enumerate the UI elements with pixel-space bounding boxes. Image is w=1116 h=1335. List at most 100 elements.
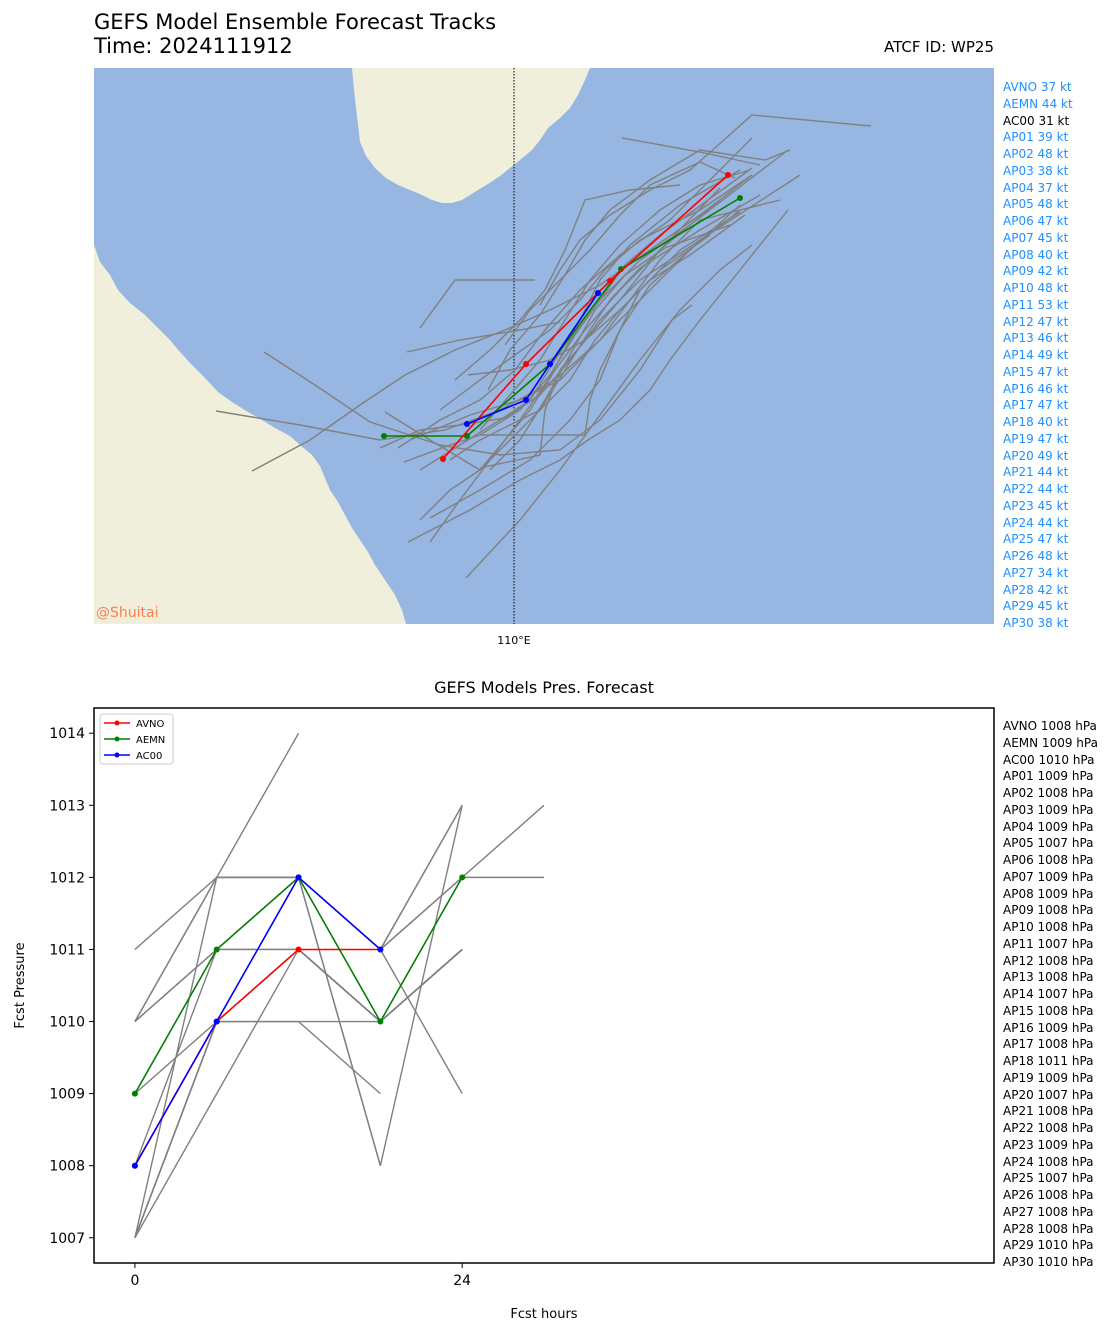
map-legend-item: AP25 47 kt — [1003, 532, 1069, 547]
pressure-legend-item: AP06 1008 hPa — [1003, 853, 1094, 867]
member-track — [384, 194, 761, 471]
member-track — [419, 279, 535, 329]
map-legend-item: AP13 46 kt — [1003, 331, 1069, 346]
map-legend-item: AP29 45 kt — [1003, 599, 1069, 614]
pressure-legend-item: AP15 1008 hPa — [1003, 1003, 1094, 1018]
member-pressure-line — [134, 948, 463, 1239]
member-pressure-line — [134, 948, 463, 1023]
member-pressure-line — [134, 804, 463, 1022]
pressure-chart: GEFS Models Pres. Forecast Fcst hours Fcst… — [13, 678, 995, 1322]
pressure-legend-item: AP17 1008 hPa — [1003, 1037, 1094, 1052]
pressure-legend-item: AP02 1008 hPa — [1003, 786, 1094, 800]
member-pressure-line — [134, 1020, 381, 1167]
member-track — [539, 114, 872, 306]
map-legend-item: AP22 44 kt — [1003, 482, 1069, 496]
aemn-pressure-line — [134, 876, 463, 1094]
y-tick-label: 1009 — [49, 1087, 85, 1103]
pressure-legend-item: AP05 1007 hPa — [1003, 836, 1094, 851]
ac00-pressure-point — [131, 1162, 138, 1169]
ac00-pressure-point — [295, 874, 302, 881]
member-track — [480, 204, 741, 436]
map-legend-item: AP04 37 kt — [1003, 180, 1069, 195]
member-track — [504, 161, 736, 346]
series-legend-marker — [114, 736, 120, 742]
ac00-pressure-point — [377, 946, 384, 953]
pressure-legend-item: AEMN 1009 hPa — [1003, 735, 1098, 750]
y-tick-label: 1008 — [49, 1159, 85, 1175]
member-track — [403, 167, 753, 463]
lon-110-label: 110°E — [497, 634, 530, 647]
series-legend-marker — [114, 752, 120, 758]
pressure-legend-item: AP09 1008 hPa — [1003, 903, 1094, 918]
pressure-legend-item: AP25 1007 hPa — [1003, 1171, 1094, 1186]
avno-track-point — [725, 172, 731, 178]
x-tick-label: 0 — [130, 1273, 139, 1289]
series-legend-label: AVNO — [136, 719, 165, 730]
map-legend-item: AEMN 44 kt — [1003, 96, 1073, 111]
member-pressure-line — [134, 876, 463, 1239]
y-axis-label: Fcst Pressure — [13, 942, 28, 1028]
pressure-legend-item: AP07 1009 hPa — [1003, 869, 1094, 884]
member-track — [263, 304, 693, 456]
pressure-legend-item: AVNO 1008 hPa — [1003, 719, 1097, 733]
map-legend-item: AP10 48 kt — [1003, 281, 1069, 295]
map-legend-item: AP09 42 kt — [1003, 264, 1069, 279]
atcf-id: ATCF ID: WP25 — [883, 38, 994, 56]
aemn-track-point — [737, 195, 743, 201]
map-legend-item: AP03 38 kt — [1003, 163, 1069, 178]
pressure-legend-item: AP18 1011 hPa — [1003, 1054, 1094, 1068]
member-track — [215, 209, 741, 441]
map-legend-item: AP18 40 kt — [1003, 415, 1069, 429]
map-legend-item: AP27 34 kt — [1003, 565, 1069, 580]
pressure-legend-item: AP04 1009 hPa — [1003, 819, 1094, 834]
pressure-legend-item: AP30 1010 hPa — [1003, 1255, 1094, 1269]
member-pressure-line — [134, 732, 300, 1238]
member-pressure-line — [134, 805, 463, 1167]
avno-pressure-line — [134, 948, 381, 1167]
map-legend-item: AP23 45 kt — [1003, 498, 1069, 513]
chart-title: GEFS Models Pres. Forecast — [434, 678, 654, 697]
pressure-legend-item: AP03 1009 hPa — [1003, 802, 1094, 817]
pressure-legend-item: AP01 1009 hPa — [1003, 769, 1094, 784]
aemn-pressure-point — [459, 874, 466, 881]
map-legend-item: AP24 44 kt — [1003, 515, 1069, 530]
map-legend-item: AVNO 37 kt — [1003, 80, 1072, 94]
pressure-legend-item: AP24 1008 hPa — [1003, 1154, 1094, 1169]
pressure-legend-item: AP12 1008 hPa — [1003, 953, 1094, 968]
land-southwest — [94, 245, 406, 624]
aemn-pressure-point — [131, 1090, 138, 1097]
map-legend-item: AP12 47 kt — [1003, 314, 1069, 329]
member-track — [397, 137, 753, 449]
aemn-pressure-point — [377, 1018, 384, 1025]
aemn-track-point — [464, 433, 470, 439]
pressure-legend-item: AP10 1008 hPa — [1003, 920, 1094, 934]
map-legend-item: AP07 45 kt — [1003, 230, 1069, 245]
pressure-legend-item: AP13 1008 hPa — [1003, 970, 1094, 985]
pressure-legend-item: AP29 1010 hPa — [1003, 1238, 1094, 1253]
ac00-track-points — [464, 290, 601, 427]
pressure-legend-item: AP23 1009 hPa — [1003, 1137, 1094, 1152]
member-track — [406, 321, 561, 353]
map-legend-item: AP01 39 kt — [1003, 130, 1069, 145]
ac00-pressure-line — [134, 876, 381, 1167]
pressure-legend-item: AC00 1010 hPa — [1003, 752, 1095, 767]
map-legend-item: AP19 47 kt — [1003, 431, 1069, 446]
member-pressure-line — [134, 948, 463, 1023]
aemn-track-point — [381, 433, 387, 439]
map-legend-item: AP28 42 kt — [1003, 582, 1069, 597]
map-legend-item: AP11 53 kt — [1003, 297, 1069, 312]
y-tick-label: 1010 — [49, 1015, 85, 1031]
ac00-pressure-point — [213, 1018, 220, 1025]
map-legend-item: AP17 47 kt — [1003, 398, 1069, 413]
avno-track-points — [440, 172, 731, 462]
member-track — [454, 184, 681, 381]
pressure-legend-item: AP27 1008 hPa — [1003, 1204, 1094, 1219]
map-legend-item: AP15 47 kt — [1003, 364, 1069, 379]
watermark: @Shuitai — [96, 605, 158, 621]
x-axis-label: Fcst hours — [510, 1307, 577, 1322]
member-track — [429, 211, 741, 519]
map-legend-item: AP05 48 kt — [1003, 197, 1069, 212]
member-track — [407, 209, 789, 543]
map-legend-item: AP08 40 kt — [1003, 247, 1069, 262]
ac00-track-point — [547, 361, 553, 367]
